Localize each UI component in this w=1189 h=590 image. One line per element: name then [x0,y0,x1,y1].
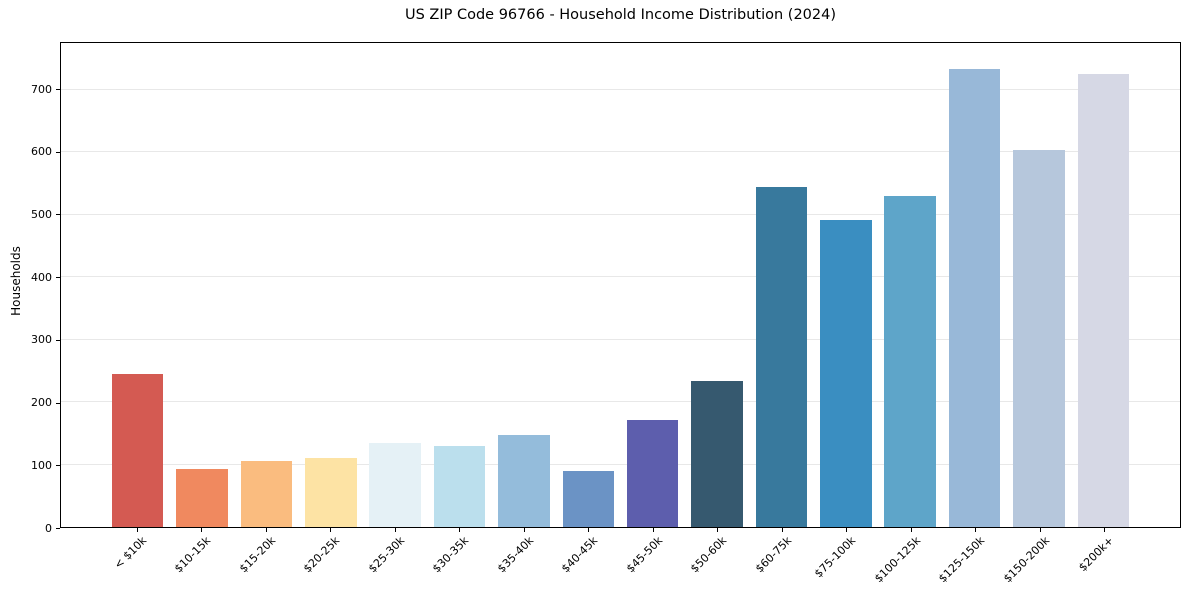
x-tick-mark [652,528,654,532]
x-tick-mark [459,528,461,532]
x-tick-mark [136,528,138,532]
gridline [61,401,1180,403]
bar-< $10k [111,374,164,527]
bar-$30-35k [433,446,486,527]
x-tick-mark [717,528,719,532]
y-tick-label: 0 [45,521,52,535]
x-tick-label: $200k+ [1076,534,1117,575]
x-tick-mark [846,528,848,532]
y-tick-label: 300 [31,333,52,347]
plot-area [60,42,1181,528]
gridline [61,88,1180,90]
y-tick-mark [56,89,60,91]
gridline [61,463,1180,465]
x-tick-label: $10-15k [172,534,214,576]
x-tick-label: < $10k [111,534,149,572]
x-tick-mark [1104,528,1106,532]
bar-$100-125k [884,196,936,527]
bar-$20-25k [305,458,357,527]
y-tick-label: 200 [31,396,52,410]
y-tick-label: 500 [31,207,52,221]
y-tick-mark [56,214,60,216]
gridline [61,276,1180,278]
x-tick-mark [201,528,203,532]
bar-$45-50k [626,419,679,527]
bar-$40-45k [562,470,615,527]
x-tick-label: $45-50k [623,534,665,576]
bar-$75-100k [820,220,872,527]
x-tick-mark [394,528,396,532]
x-tick-mark [781,528,783,532]
x-tick-label: $50-60k [688,534,730,576]
bar-$15-20k [240,460,293,527]
x-tick-label: $100-125k [871,534,923,586]
y-tick-label: 100 [31,458,52,472]
y-tick-mark [56,151,60,153]
x-tick-mark [265,528,267,532]
x-tick-label: $30-35k [430,534,472,576]
x-tick-mark [1039,528,1041,532]
x-tick-mark [588,528,590,532]
y-tick-mark [56,402,60,404]
gridline [61,213,1180,215]
x-tick-mark [330,528,332,532]
y-tick-mark [56,465,60,467]
x-tick-label: $20-25k [301,534,343,576]
bar-$35-40k [498,434,550,527]
bar-$25-30k [369,443,421,527]
y-tick-mark [56,528,60,529]
gridline [61,338,1180,340]
gridline [61,151,1180,153]
bar-$10-15k [176,468,228,527]
y-tick-mark [56,339,60,341]
y-tick-label: 600 [31,145,52,159]
x-tick-label: $125-150k [936,534,988,586]
y-tick-mark [56,277,60,279]
x-tick-mark [523,528,525,532]
bar-$60-75k [755,187,808,527]
x-tick-label: $150-200k [1000,534,1052,586]
y-tick-label: 400 [31,270,52,284]
x-tick-label: $40-45k [559,534,601,576]
y-tick-label: 700 [31,82,52,96]
chart-title: US ZIP Code 96766 - Household Income Dis… [404,7,837,23]
x-tick-label: $25-30k [365,534,407,576]
x-tick-label: $75-100k [812,534,859,581]
x-tick-label: $15-20k [236,534,278,576]
x-tick-label: $35-40k [494,534,536,576]
x-tick-label: $60-75k [752,534,794,576]
bar-$200k+ [1077,73,1130,527]
bar-$50-60k [691,380,743,527]
bar-$125-150k [948,69,1001,527]
x-tick-mark [910,528,912,532]
x-tick-mark [975,528,977,532]
bar-$150-200k [1013,149,1065,527]
